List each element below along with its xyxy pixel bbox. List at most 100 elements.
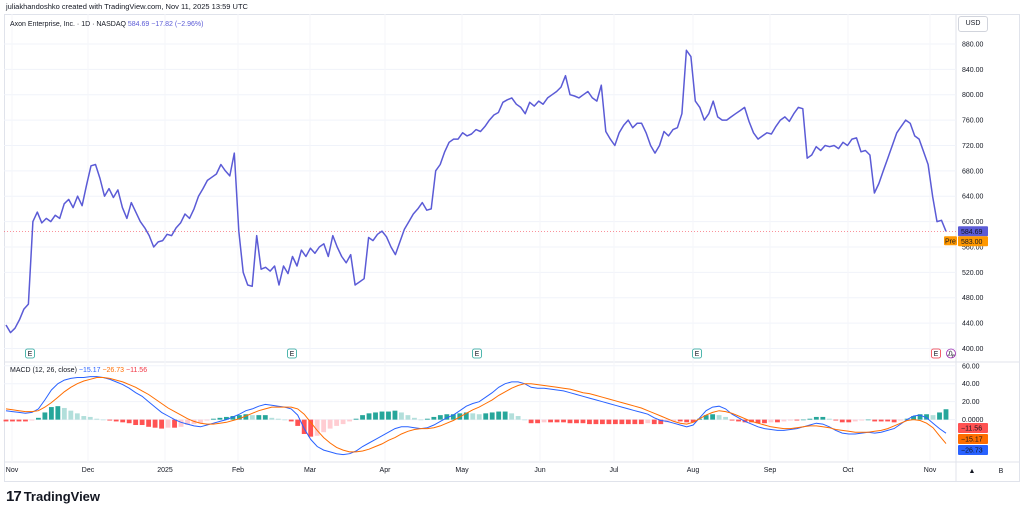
macd-histogram-bar: [444, 414, 450, 420]
price-tick-label: 600.00: [962, 219, 984, 226]
macd-histogram-bar: [68, 410, 74, 420]
macd-histogram-bar: [314, 419, 320, 436]
price-tick-label: 560.00: [962, 244, 984, 251]
pre-market-label: Pre: [945, 238, 956, 245]
macd-histogram-bar: [243, 414, 249, 420]
macd-histogram-bar: [937, 412, 942, 420]
macd-histogram-bar: [891, 419, 897, 423]
macd-histogram-bar: [729, 419, 735, 421]
macd-histogram-bar: [554, 419, 560, 423]
macd-histogram-bar: [535, 419, 541, 424]
time-tick-label: Apr: [380, 467, 392, 474]
macd-histogram-bar: [470, 413, 476, 420]
macd-histogram-bar: [411, 417, 417, 420]
macd-histogram-bar: [159, 419, 165, 429]
macd-histogram-bar: [373, 412, 378, 420]
macd-histogram-bar: [846, 419, 852, 423]
macd-histogram-bar: [684, 419, 690, 423]
chart-credit: juliakhandoshko created with TradingView…: [6, 2, 248, 11]
macd-histogram-bar: [282, 419, 288, 421]
macd-histogram-bar: [930, 415, 936, 420]
macd-histogram-bar: [567, 419, 573, 424]
macd-histogram-bar: [658, 419, 664, 425]
time-tick-label: Nov: [6, 467, 19, 474]
macd-histogram-bar: [943, 409, 949, 420]
macd-histogram-bar: [198, 419, 203, 424]
macd-histogram-bar: [418, 419, 424, 421]
macd-histogram-bar: [172, 419, 177, 428]
price-tick-label: 640.00: [962, 194, 984, 201]
macd-histogram-bar: [807, 418, 813, 420]
macd-histogram-bar: [787, 419, 793, 421]
time-tick-label: Nov: [924, 467, 937, 474]
macd-histogram-bar: [16, 419, 22, 422]
macd-histogram-bar: [820, 416, 826, 420]
macd-histogram-bar: [632, 419, 638, 425]
macd-histogram-bar: [23, 419, 28, 422]
macd-histogram-bar: [74, 413, 80, 420]
macd-histogram-bar: [450, 414, 456, 420]
macd-histogram-bar: [48, 407, 54, 420]
macd-histogram-bar: [794, 419, 800, 421]
macd-histogram-bar: [924, 414, 929, 420]
macd-histogram-bar: [710, 414, 716, 420]
macd-histogram-bar: [437, 415, 443, 420]
macd-header: MACD (12, 26, close) −15.17 −26.73 −11.5…: [10, 367, 147, 374]
macd-histogram-bar: [599, 419, 605, 425]
time-tick-label: Sep: [764, 467, 777, 474]
pre-market-label-badge: [944, 236, 957, 246]
earnings-event-label: E: [695, 351, 700, 358]
price-tick-label: 480.00: [962, 295, 984, 302]
price-tick-label: 680.00: [962, 168, 984, 175]
macd-histogram-bar: [133, 419, 139, 426]
chart-frame: [4, 14, 1020, 482]
macd-histogram-bar: [236, 415, 242, 420]
symbol-title: Axon Enterprise, Inc. · 1D · NASDAQ: [10, 21, 126, 28]
macd-histogram-bar: [898, 419, 904, 421]
macd-histogram-bar: [87, 416, 93, 420]
time-tick-label: Dec: [82, 467, 95, 474]
signal-value-badge-text: −26.73: [961, 448, 983, 455]
macd-histogram-bar: [593, 419, 599, 425]
macd-histogram-bar: [405, 415, 411, 420]
macd-histogram-bar: [10, 419, 15, 422]
time-tick-label: May: [455, 467, 469, 474]
macd-histogram-bar: [353, 418, 359, 420]
time-tick-label: Aug: [687, 467, 700, 474]
macd-histogram-bar: [515, 416, 521, 420]
macd-histogram-bar: [185, 419, 190, 426]
macd-histogram-bar: [35, 417, 41, 420]
macd-label: MACD (12, 26, close): [10, 367, 77, 374]
macd-histogram-bar: [392, 410, 398, 420]
earnings-event-label: E: [475, 351, 480, 358]
macd-histogram-bar: [509, 413, 515, 420]
macd-histogram-bar: [217, 417, 223, 420]
macd-histogram-bar: [288, 419, 294, 422]
macd-histogram-bar: [262, 415, 268, 420]
currency-button[interactable]: USD: [958, 16, 988, 32]
time-tick-label: Jul: [610, 467, 619, 474]
time-tick-label: Jun: [534, 467, 545, 474]
macd-histogram-bar: [3, 419, 9, 422]
macd-histogram-bar: [762, 419, 767, 424]
dividend-event-icon: [946, 348, 956, 359]
macd-histogram-bar: [833, 419, 839, 421]
last-price-badge-text: 584.69: [961, 229, 983, 236]
macd-histogram-bar: [308, 419, 314, 437]
macd-histogram-bar: [340, 419, 346, 425]
earnings-event-label: E: [28, 351, 33, 358]
time-tick-label: Oct: [843, 467, 854, 474]
macd-histogram-bar: [496, 411, 502, 420]
macd-histogram-bar: [379, 411, 385, 420]
price-tick-label: 880.00: [962, 41, 984, 48]
macd-histogram-bar: [677, 419, 683, 422]
macd-histogram-bar: [327, 419, 333, 429]
macd-histogram-bar: [301, 419, 307, 434]
macd-histogram-bar: [911, 416, 917, 420]
macd-histogram-bar: [852, 419, 858, 422]
macd-histogram-bar: [781, 419, 787, 422]
macd-histogram-bar: [61, 407, 67, 420]
macd-histogram-bar: [502, 411, 508, 420]
macd-histogram-bar: [29, 419, 35, 421]
